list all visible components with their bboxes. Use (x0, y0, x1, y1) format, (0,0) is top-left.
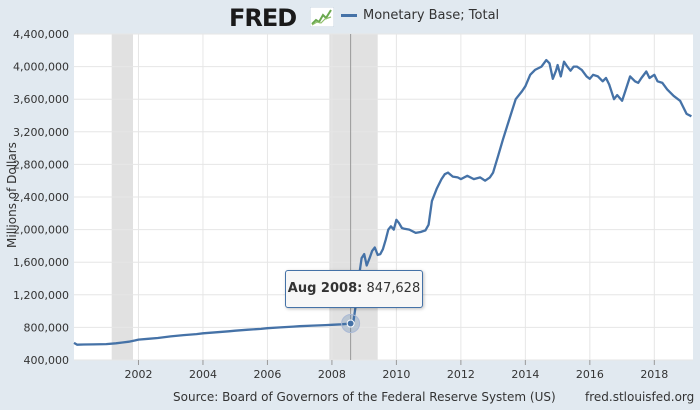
x-tick-label: 2016 (576, 368, 604, 381)
highlight-point (346, 319, 355, 328)
y-tick-label: 1,600,000 (13, 256, 69, 269)
source-note: Source: Board of Governors of the Federa… (173, 390, 556, 404)
y-tick-label: 2,000,000 (13, 224, 69, 237)
x-tick-label: 2014 (511, 368, 539, 381)
tooltip-date: Aug 2008: (287, 281, 363, 296)
y-tick-label: 3,600,000 (13, 93, 69, 106)
y-tick-label: 800,000 (24, 321, 70, 334)
y-axis-ticks: 400,000 800,000 1,200,000 1,600,000 2,000,00… (13, 28, 69, 367)
y-tick-label: 2,400,000 (13, 191, 69, 204)
x-tick-label: 2008 (318, 368, 346, 381)
x-tick-label: 2010 (382, 368, 410, 381)
legend[interactable]: Monetary Base; Total (341, 8, 499, 23)
fred-logo[interactable]: FRED (229, 4, 297, 32)
y-tick-label: 4,400,000 (13, 28, 69, 41)
y-tick-label: 400,000 (24, 354, 70, 367)
legend-label: Monetary Base; Total (363, 8, 500, 23)
x-tick-label: 2012 (447, 368, 475, 381)
y-axis-label: Millions of Dollars (5, 142, 19, 248)
series-line-monetary-base (73, 58, 692, 346)
tooltip-value: 847,628 (366, 281, 421, 296)
chart-header: FRED Monetary Base; Total (0, 0, 700, 34)
x-tick-label: 2002 (124, 368, 152, 381)
chart-line-icon (310, 7, 334, 27)
x-axis-ticks: 2002 2004 2006 2008 2010 2012 2014 2016 2018 (124, 360, 668, 381)
x-tick-label: 2018 (640, 368, 668, 381)
grid-lines (74, 33, 693, 361)
x-tick-label: 2006 (253, 368, 281, 381)
legend-swatch (341, 14, 357, 17)
tooltip: Aug 2008: 847,628 (285, 270, 423, 308)
y-tick-label: 3,200,000 (13, 126, 69, 139)
x-tick-label: 2004 (189, 368, 217, 381)
y-tick-label: 4,000,000 (13, 61, 69, 74)
y-tick-label: 2,800,000 (13, 158, 69, 171)
source-url-link[interactable]: fred.stlouisfed.org (585, 390, 695, 404)
y-tick-label: 1,200,000 (13, 289, 69, 302)
